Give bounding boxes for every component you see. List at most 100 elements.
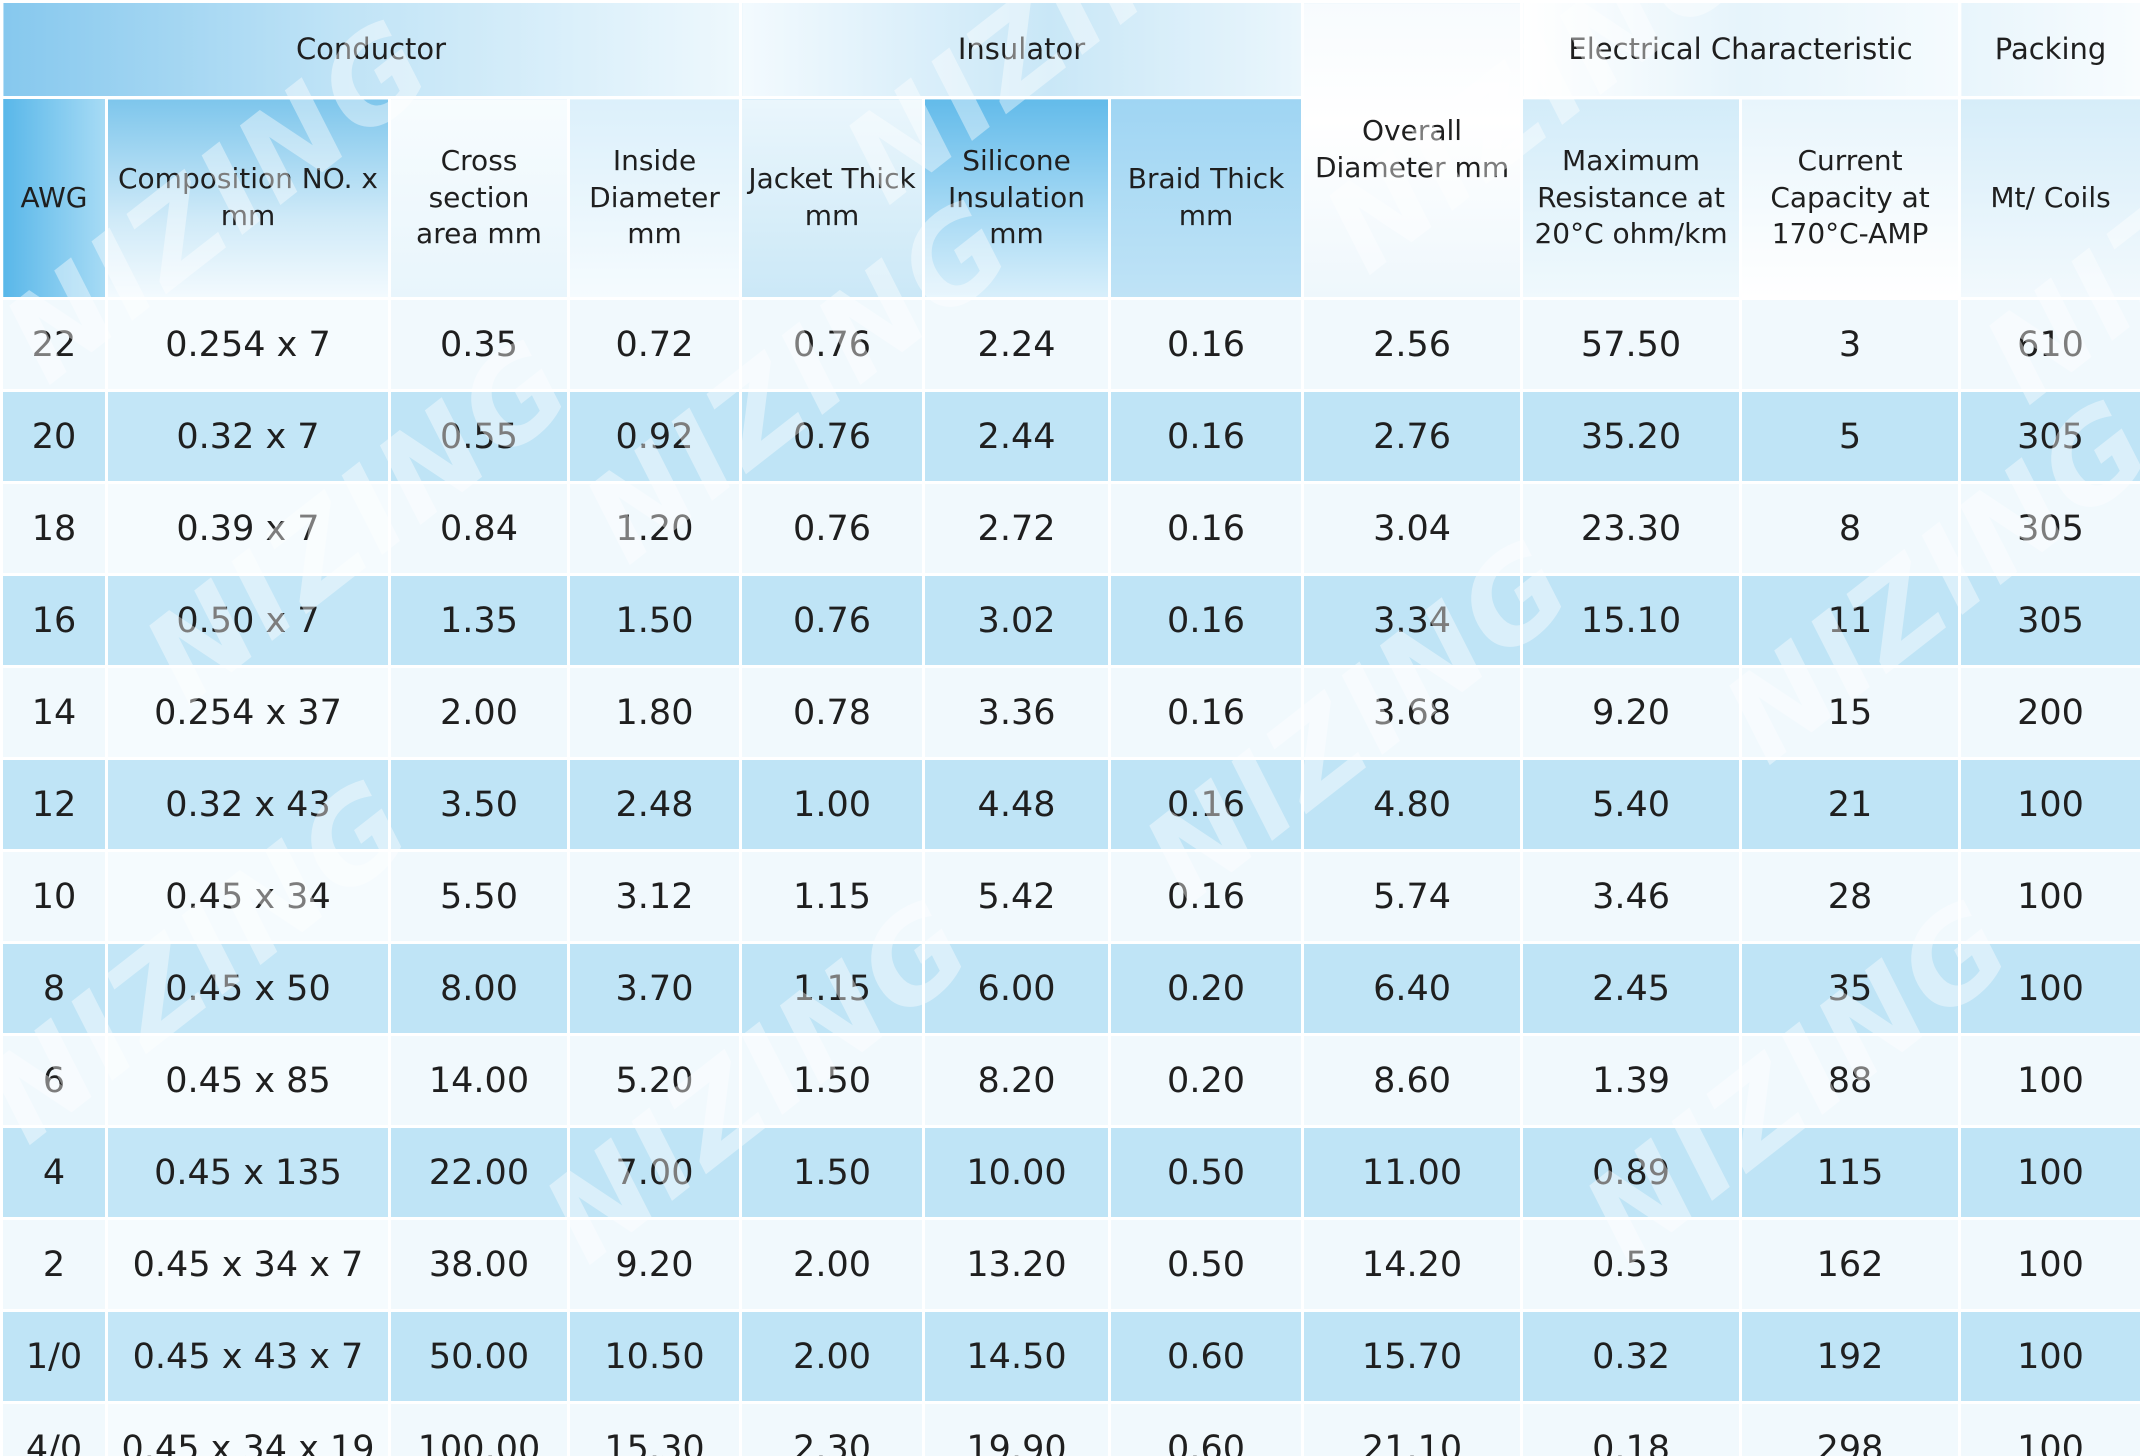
cell-packing: 305 xyxy=(1958,573,2140,668)
cell-packing: 100 xyxy=(1958,1033,2140,1128)
cell-inside-diameter: 2.48 xyxy=(566,757,743,852)
cell-packing: 610 xyxy=(1958,297,2140,392)
cell-cross-section: 8.00 xyxy=(388,941,570,1036)
cell-awg: 22 xyxy=(0,297,108,392)
cell-current-capacity: 192 xyxy=(1739,1309,1962,1404)
cell-max-resistance: 15.10 xyxy=(1520,573,1743,668)
cell-composition: 0.254 x 37 xyxy=(105,665,391,760)
table-row: 20 0.32 x 7 0.55 0.92 0.76 2.44 0.16 2.76 35.20 5… xyxy=(0,389,2140,484)
cell-max-resistance: 0.18 xyxy=(1520,1401,1743,1456)
cell-max-resistance: 1.39 xyxy=(1520,1033,1743,1128)
cell-cross-section: 14.00 xyxy=(388,1033,570,1128)
cell-braid-thick: 0.60 xyxy=(1108,1309,1305,1404)
table-body: 22 0.254 x 7 0.35 0.72 0.76 2.24 0.16 2.56 57.50… xyxy=(0,297,2140,1456)
cell-max-resistance: 9.20 xyxy=(1520,665,1743,760)
cell-inside-diameter: 9.20 xyxy=(566,1217,743,1312)
col-packing-mt-coils: Mt/ Coils xyxy=(1958,96,2140,300)
table-header: Conductor Insulator Overall Diameter mm … xyxy=(0,0,2140,300)
cell-current-capacity: 5 xyxy=(1739,389,1962,484)
cell-overall-diameter: 5.74 xyxy=(1301,849,1524,944)
cell-inside-diameter: 0.92 xyxy=(566,389,743,484)
group-insulator: Insulator xyxy=(739,0,1305,99)
cell-silicone-insulation: 2.24 xyxy=(922,297,1112,392)
cell-jacket-thick: 2.30 xyxy=(739,1401,926,1456)
cell-packing: 100 xyxy=(1958,849,2140,944)
cell-awg: 8 xyxy=(0,941,108,1036)
cell-awg: 10 xyxy=(0,849,108,944)
cell-current-capacity: 3 xyxy=(1739,297,1962,392)
table-row: 1/0 0.45 x 43 x 7 50.00 10.50 2.00 14.50 0.60 1… xyxy=(0,1309,2140,1404)
cell-inside-diameter: 5.20 xyxy=(566,1033,743,1128)
table-row: 4 0.45 x 135 22.00 7.00 1.50 10.00 0.50 11.00 0.… xyxy=(0,1125,2140,1220)
cell-composition: 0.32 x 7 xyxy=(105,389,391,484)
col-current-capacity: Current Capacity at 170°C-AMP xyxy=(1739,96,1962,300)
col-composition: Composition NO. x mm xyxy=(105,96,391,300)
table-row: 4/0 0.45 x 34 x 19 100.00 15.30 2.30 19.90 0.6… xyxy=(0,1401,2140,1456)
cell-awg: 12 xyxy=(0,757,108,852)
cell-jacket-thick: 2.00 xyxy=(739,1217,926,1312)
cell-packing: 100 xyxy=(1958,1217,2140,1312)
cell-braid-thick: 0.16 xyxy=(1108,849,1305,944)
cell-jacket-thick: 1.50 xyxy=(739,1033,926,1128)
table-row: 8 0.45 x 50 8.00 3.70 1.15 6.00 0.20 6.40 2.45 35… xyxy=(0,941,2140,1036)
cell-composition: 0.45 x 34 x 7 xyxy=(105,1217,391,1312)
cell-silicone-insulation: 8.20 xyxy=(922,1033,1112,1128)
cell-braid-thick: 0.60 xyxy=(1108,1401,1305,1456)
cell-jacket-thick: 1.50 xyxy=(739,1125,926,1220)
cell-max-resistance: 35.20 xyxy=(1520,389,1743,484)
cell-jacket-thick: 0.76 xyxy=(739,389,926,484)
cell-composition: 0.39 x 7 xyxy=(105,481,391,576)
cell-silicone-insulation: 19.90 xyxy=(922,1401,1112,1456)
cell-composition: 0.32 x 43 xyxy=(105,757,391,852)
cell-jacket-thick: 0.76 xyxy=(739,297,926,392)
table-row: 6 0.45 x 85 14.00 5.20 1.50 8.20 0.20 8.60 1.39 8… xyxy=(0,1033,2140,1128)
cell-current-capacity: 11 xyxy=(1739,573,1962,668)
group-packing: Packing xyxy=(1958,0,2140,99)
cell-cross-section: 1.35 xyxy=(388,573,570,668)
cell-inside-diameter: 15.30 xyxy=(566,1401,743,1456)
cell-overall-diameter: 21.10 xyxy=(1301,1401,1524,1456)
cell-braid-thick: 0.16 xyxy=(1108,481,1305,576)
cell-current-capacity: 28 xyxy=(1739,849,1962,944)
header-group-row: Conductor Insulator Overall Diameter mm … xyxy=(0,0,2140,300)
cell-braid-thick: 0.16 xyxy=(1108,757,1305,852)
cell-awg: 4 xyxy=(0,1125,108,1220)
table-row: 14 0.254 x 37 2.00 1.80 0.78 3.36 0.16 3.68 9.20… xyxy=(0,665,2140,760)
cell-silicone-insulation: 2.44 xyxy=(922,389,1112,484)
cell-composition: 0.45 x 34 xyxy=(105,849,391,944)
group-conductor: Conductor xyxy=(0,0,743,99)
cell-overall-diameter: 6.40 xyxy=(1301,941,1524,1036)
cell-overall-diameter: 11.00 xyxy=(1301,1125,1524,1220)
cell-inside-diameter: 1.20 xyxy=(566,481,743,576)
cell-cross-section: 0.35 xyxy=(388,297,570,392)
cell-overall-diameter: 2.56 xyxy=(1301,297,1524,392)
cell-cross-section: 22.00 xyxy=(388,1125,570,1220)
cell-cross-section: 3.50 xyxy=(388,757,570,852)
cell-current-capacity: 35 xyxy=(1739,941,1962,1036)
cell-current-capacity: 162 xyxy=(1739,1217,1962,1312)
cell-awg: 16 xyxy=(0,573,108,668)
cell-inside-diameter: 1.50 xyxy=(566,573,743,668)
col-cross-section: Cross section area mm xyxy=(388,96,570,300)
cell-current-capacity: 21 xyxy=(1739,757,1962,852)
cell-awg: 14 xyxy=(0,665,108,760)
col-max-resistance: Maximum Resistance at 20°C ohm/km xyxy=(1520,96,1743,300)
cell-composition: 0.254 x 7 xyxy=(105,297,391,392)
cell-composition: 0.45 x 50 xyxy=(105,941,391,1036)
cell-inside-diameter: 1.80 xyxy=(566,665,743,760)
cell-silicone-insulation: 10.00 xyxy=(922,1125,1112,1220)
cell-awg: 1/0 xyxy=(0,1309,108,1404)
table-row: 12 0.32 x 43 3.50 2.48 1.00 4.48 0.16 4.80 5.40 2… xyxy=(0,757,2140,852)
cell-awg: 4/0 xyxy=(0,1401,108,1456)
col-inside-diameter: Inside Diameter mm xyxy=(566,96,743,300)
cell-cross-section: 0.55 xyxy=(388,389,570,484)
cell-packing: 305 xyxy=(1958,389,2140,484)
cell-packing: 100 xyxy=(1958,1125,2140,1220)
cell-max-resistance: 0.32 xyxy=(1520,1309,1743,1404)
cell-silicone-insulation: 5.42 xyxy=(922,849,1112,944)
cell-packing: 100 xyxy=(1958,757,2140,852)
cell-awg: 2 xyxy=(0,1217,108,1312)
cell-packing: 100 xyxy=(1958,1401,2140,1456)
